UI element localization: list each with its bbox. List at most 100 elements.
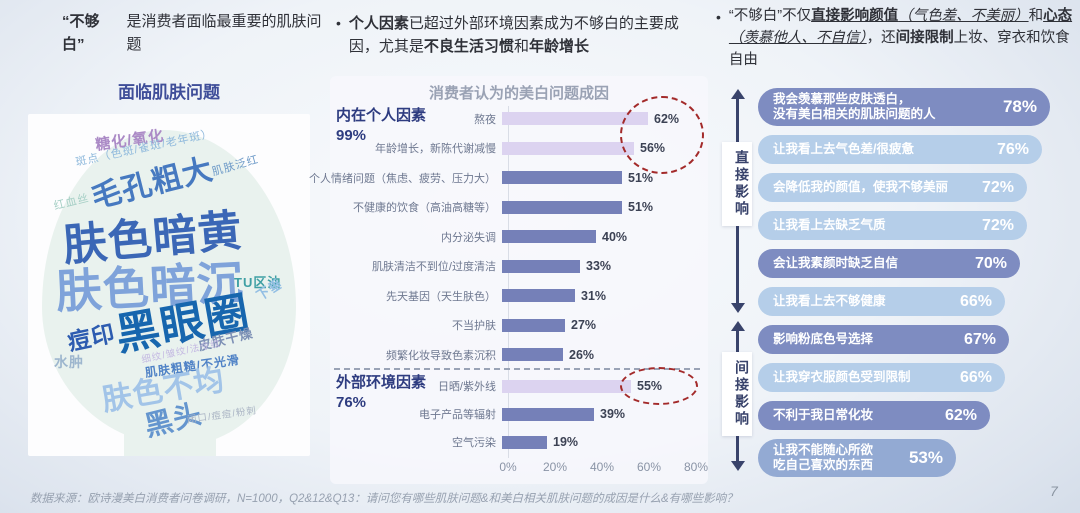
bar-value-label: 26% <box>569 347 595 362</box>
impact-pill-value: 78% <box>1002 97 1037 116</box>
bar <box>502 259 580 273</box>
bar <box>502 112 648 126</box>
headline-segment: “不够白”不仅 <box>728 8 812 24</box>
headline-segment: （气色差、不美丽） <box>898 8 1029 24</box>
bar-row: 频繁化妆导致色素沉积 26% <box>330 340 708 370</box>
x-axis-tick: 80% <box>683 460 709 474</box>
bar-category-label: 先天基因（天生肤色） <box>386 290 496 303</box>
bullet-icon: • <box>716 9 721 25</box>
impact-pill: 让我看上去不够健康 66% <box>758 287 1005 316</box>
bar-category-label: 不当护肤 <box>452 320 496 333</box>
bar-value-label: 33% <box>586 259 612 274</box>
bar <box>502 318 565 332</box>
bar-row: 肌肤清洁不到位/过度清洁 33% <box>330 252 708 282</box>
headline-segment: 间接限制 <box>895 29 954 46</box>
bar <box>502 348 563 362</box>
impact-pill: 让我看上去气色差/很疲惫 76% <box>758 135 1042 164</box>
impact-pill-text: 让我不能随心所欲 吃自己喜欢的东西 <box>773 443 874 472</box>
bar-value-label: 39% <box>600 407 626 421</box>
chart-title: 消费者认为的美白问题成因 <box>428 85 609 102</box>
impact-pill-value: 72% <box>981 178 1014 196</box>
impact-pill-text: 我会羡慕那些皮肤透白， 没有美白相关的肌肤问题的人 <box>773 92 936 121</box>
x-axis-tick: 20% <box>542 460 568 474</box>
pill-section: 影响粉底色号选择 67% 让我穿衣服颜色受到限制 66% 不利于我日常化妆 62% 让我不能… <box>758 325 1050 477</box>
bullet-icon: • <box>336 15 341 31</box>
bar-category-label: 不健康的饮食（高油高糖等） <box>353 202 496 215</box>
impact-pill-text: 让我看上去缺乏气质 <box>773 218 886 232</box>
bar <box>502 141 634 155</box>
skin-problem-wordcloud-card: 糖化/氧化 斑点（色斑/雀斑/老年斑） 肌肤泛红 毛孔粗大 红血丝 肤色暗黄 肤色暗沉 TU区… <box>28 114 310 456</box>
headline-segment: （羡慕他人、不自信） <box>728 29 867 46</box>
head-silhouette-neck <box>124 414 216 456</box>
bar-category-label: 个人情绪问题（焦虑、疲劳、压力大） <box>309 172 496 185</box>
headline-segment: 直接影响颜值 <box>811 8 899 24</box>
impact-pill-value: 66% <box>959 368 992 386</box>
direct-impact-label: 直接影响 <box>722 142 752 226</box>
headline-segment: 是消费者面临最重要的肌肤问题 <box>126 13 322 54</box>
indirect-impact-label: 间接影响 <box>722 352 752 436</box>
impact-pill: 不利于我日常化妆 62% <box>758 401 990 430</box>
impact-pill: 会让我素颜时缺乏自信 70% <box>758 249 1020 278</box>
x-axis-tick: 60% <box>636 460 662 474</box>
bar-row: 空气污染 19% <box>330 428 708 456</box>
cause-bar-chart: 消费者认为的美白问题成因 内在个人因素 99% 外部环境因素 76% 熬夜 62%… <box>309 76 709 484</box>
x-axis-tick: 40% <box>589 460 615 474</box>
headline-segment: 已超过外部环境因素成为不够白的主要成因，尤其是 <box>348 15 679 56</box>
impact-pill: 会降低我的颜值，使我不够美丽 72% <box>758 173 1027 202</box>
head-silhouette <box>42 130 296 446</box>
bar <box>502 171 622 185</box>
impact-pill-text: 会降低我的颜值，使我不够美丽 <box>773 180 949 194</box>
bar <box>502 379 631 393</box>
impact-pill-value: 67% <box>963 330 996 348</box>
bar <box>502 230 596 244</box>
right-headline: • “不够白”不仅直接影响颜值（气色差、不美丽）和心态 （羡慕他人、不自信），还间… <box>716 6 1074 71</box>
middle-headline: • 个人因素已超过外部环境因素成为不够白的主要成因，尤其是不良生活习惯和年龄增长 <box>336 12 688 59</box>
bar-row: 不当护肤 27% <box>330 311 708 341</box>
bar-category-label: 肌肤清洁不到位/过度清洁 <box>371 261 496 274</box>
chart-axis-line <box>508 106 509 458</box>
bar-category-label: 熬夜 <box>474 113 496 126</box>
impact-pill: 影响粉底色号选择 67% <box>758 325 1009 354</box>
impact-pill-value: 62% <box>944 406 977 424</box>
data-source-note: 数据来源：欧诗漫美白消费者问卷调研，N=1000，Q2&12&Q13：请问您有哪… <box>30 493 738 505</box>
headline-segment: 年龄增长 <box>528 38 589 56</box>
bar-value-label: 40% <box>602 229 628 244</box>
impact-pill-value: 53% <box>908 448 943 467</box>
impact-pill-value: 72% <box>981 216 1014 234</box>
headline-segment: 和 <box>513 38 529 56</box>
impact-pill-text: 会让我素颜时缺乏自信 <box>773 256 899 270</box>
group-separator-line <box>334 368 700 370</box>
impact-pill-text: 让我看上去不够健康 <box>773 294 886 308</box>
bar-row: 先天基因（天生肤色） 31% <box>330 281 708 311</box>
impact-pill-value: 70% <box>974 254 1007 272</box>
bar-category-label: 电子产品等辐射 <box>419 409 496 421</box>
bar-value-label: 51% <box>628 200 654 215</box>
bar-category-label: 内分泌失调 <box>441 231 496 244</box>
wordcloud-term: 水肿 <box>54 354 84 370</box>
headline-segment: “不够白” <box>62 13 100 54</box>
bar <box>502 289 575 303</box>
highlight-circle-bottom <box>620 367 698 405</box>
left-headline: “不够白” 是消费者面临最重要的肌肤问题 <box>62 10 324 57</box>
impact-pill-text: 不利于我日常化妆 <box>773 408 874 422</box>
impact-pill-value: 66% <box>959 292 992 310</box>
page-number: 7 <box>1050 483 1058 499</box>
headline-segment: 不良生活习惯 <box>423 38 514 56</box>
right-headline-text: “不够白”不仅直接影响颜值（气色差、不美丽）和心态 （羡慕他人、不自信），还间接限… <box>729 6 1074 71</box>
headline-segment: 上妆、穿衣和饮食自由 <box>728 29 1070 68</box>
impact-pill-text: 让我穿衣服颜色受到限制 <box>773 370 911 384</box>
wordcloud-panel-title: 面临肌肤问题 <box>118 83 220 102</box>
impact-pill: 让我看上去缺乏气质 72% <box>758 211 1027 240</box>
bar <box>502 407 594 421</box>
highlight-circle-top <box>620 96 704 174</box>
bar-group-internal: 熬夜 62% 年龄增长，新陈代谢减慢 56% 个人情绪问题（焦虑、疲劳、压力大） 51% 不… <box>309 104 708 370</box>
bar <box>502 200 622 214</box>
bar-value-label: 51% <box>628 170 654 185</box>
headline-segment: 和 <box>1028 8 1044 24</box>
middle-headline-text: 个人因素已超过外部环境因素成为不够白的主要成因，尤其是不良生活习惯和年龄增长 <box>349 12 688 59</box>
bar-value-label: 31% <box>581 288 607 303</box>
headline-segment: 个人因素 <box>348 15 409 32</box>
impact-pill-text: 影响粉底色号选择 <box>773 332 874 346</box>
group-label-external: 外部环境因素 76% <box>336 374 427 412</box>
